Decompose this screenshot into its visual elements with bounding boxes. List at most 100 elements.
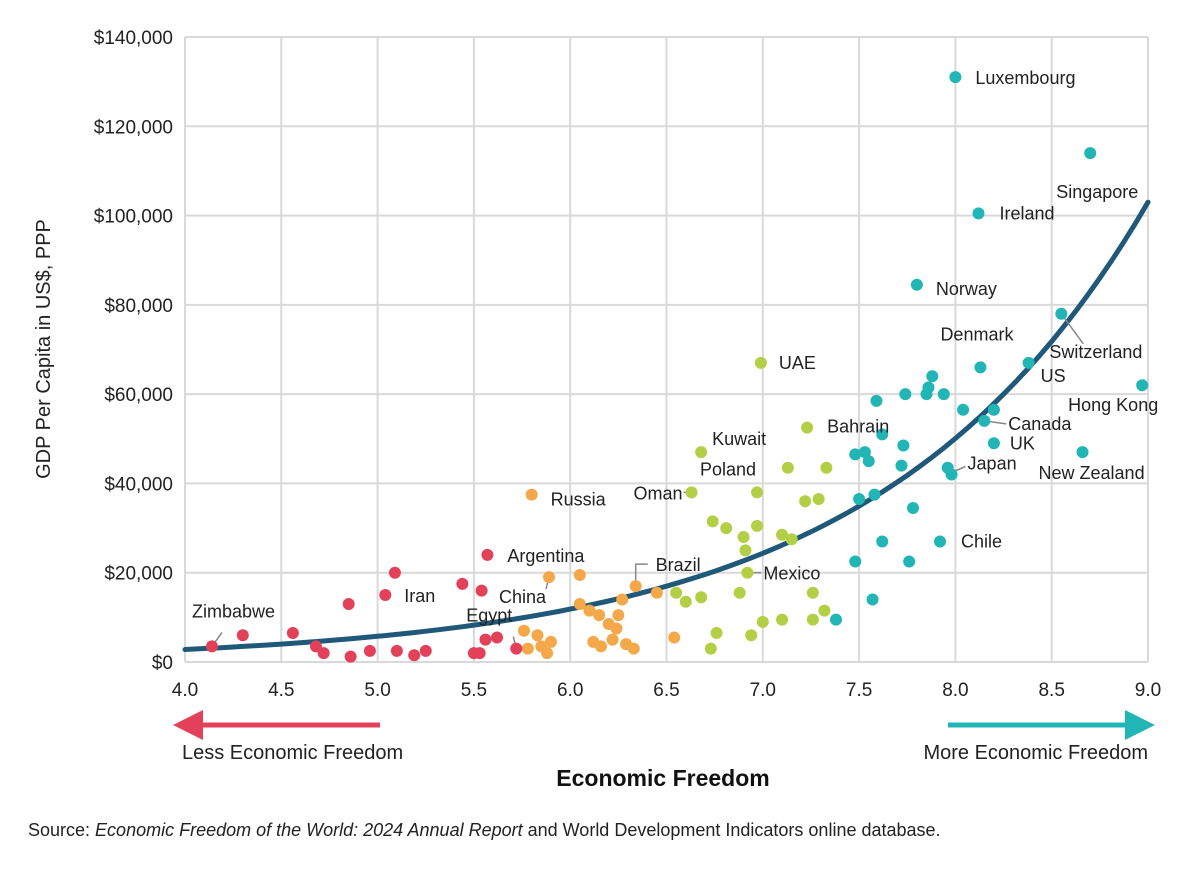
y-tick-label: $40,000 bbox=[104, 474, 173, 495]
country-label: Mexico bbox=[763, 564, 820, 584]
country-label: Norway bbox=[936, 279, 997, 299]
data-point-luxembourg bbox=[949, 71, 962, 84]
data-point bbox=[616, 593, 629, 606]
data-point bbox=[627, 642, 640, 655]
data-point bbox=[531, 629, 544, 642]
source-report-title: Economic Freedom of the World: 2024 Annu… bbox=[95, 820, 523, 840]
country-label: Hong Kong bbox=[1068, 395, 1158, 415]
source-prefix: Source: bbox=[28, 820, 96, 840]
x-tick-label: 4.0 bbox=[172, 680, 198, 701]
grid bbox=[184, 36, 1149, 663]
data-point bbox=[612, 609, 625, 622]
data-point bbox=[593, 609, 606, 622]
data-point-zimbabwe bbox=[205, 640, 218, 653]
data-point-japan bbox=[945, 468, 958, 481]
country-label: Singapore bbox=[1056, 182, 1138, 202]
data-point-oman bbox=[685, 486, 698, 499]
x-tick-label: 5.0 bbox=[364, 680, 390, 701]
data-point bbox=[799, 495, 812, 508]
data-point bbox=[344, 650, 357, 663]
x-tick-label: 4.5 bbox=[268, 680, 294, 701]
country-label: Luxembourg bbox=[975, 68, 1075, 88]
data-point-mexico bbox=[741, 566, 754, 579]
data-point bbox=[479, 633, 492, 646]
data-point bbox=[606, 633, 619, 646]
source-suffix: and World Development Indicators online … bbox=[522, 820, 941, 840]
country-label: Zimbabwe bbox=[192, 601, 275, 621]
data-point-iran bbox=[379, 589, 392, 602]
data-point-canada bbox=[978, 414, 991, 427]
x-tick-label: 8.5 bbox=[1038, 680, 1064, 701]
x-tick-label: 9.0 bbox=[1135, 680, 1161, 701]
x-axis-label: Economic Freedom bbox=[556, 765, 769, 791]
country-label: China bbox=[499, 587, 547, 607]
data-point bbox=[897, 439, 910, 452]
country-label: Japan bbox=[968, 454, 1017, 474]
data-point bbox=[668, 631, 681, 644]
data-point bbox=[801, 421, 814, 434]
country-label: Denmark bbox=[940, 324, 1014, 344]
data-point bbox=[521, 642, 534, 655]
data-point-denmark bbox=[974, 361, 987, 374]
data-point bbox=[806, 586, 819, 599]
data-point-hong-kong bbox=[1136, 379, 1149, 392]
data-point-new-zealand bbox=[1076, 446, 1089, 459]
data-point-poland bbox=[751, 486, 764, 499]
data-point bbox=[870, 394, 883, 407]
data-point bbox=[573, 568, 586, 581]
data-point bbox=[408, 649, 421, 662]
country-label: Kuwait bbox=[712, 429, 766, 449]
data-point bbox=[907, 501, 920, 514]
data-point bbox=[745, 629, 758, 642]
country-label: UK bbox=[1010, 433, 1035, 453]
data-point-uae bbox=[754, 356, 767, 369]
country-label: Ireland bbox=[1000, 203, 1055, 223]
data-point bbox=[818, 604, 831, 617]
y-axis-label: GDP Per Capita in US$, PPP bbox=[33, 219, 55, 479]
y-tick-label: $0 bbox=[152, 653, 173, 674]
y-tick-label: $20,000 bbox=[104, 564, 173, 585]
data-point-argentina bbox=[481, 548, 494, 561]
data-point bbox=[781, 461, 794, 474]
data-point bbox=[899, 388, 912, 401]
y-tick-label: $100,000 bbox=[94, 207, 173, 228]
more-freedom-label: More Economic Freedom bbox=[923, 742, 1148, 764]
country-label: Iran bbox=[404, 586, 435, 606]
data-point bbox=[704, 642, 717, 655]
data-point-russia bbox=[525, 488, 538, 501]
data-point bbox=[922, 381, 935, 394]
data-point-egypt bbox=[510, 642, 523, 655]
data-point bbox=[388, 566, 401, 579]
data-point bbox=[868, 488, 881, 501]
data-point bbox=[903, 555, 916, 568]
data-point bbox=[610, 622, 623, 635]
data-point bbox=[756, 615, 769, 628]
country-label: UAE bbox=[779, 353, 816, 373]
data-point bbox=[785, 533, 798, 546]
data-point bbox=[862, 455, 875, 468]
data-point bbox=[541, 647, 554, 660]
x-tick-label: 6.0 bbox=[557, 680, 583, 701]
data-point bbox=[820, 461, 833, 474]
data-point bbox=[473, 647, 486, 660]
country-label: Bahrain bbox=[827, 416, 889, 436]
label-leaders bbox=[211, 313, 1084, 649]
less-freedom-label: Less Economic Freedom bbox=[182, 742, 403, 764]
country-label: Canada bbox=[1008, 414, 1072, 434]
scatter-chart: 4.0 4.5 5.0 5.5 6.0 6.5 7.0 7.5 8.0 8.5 9.0 $0 $20,0… bbox=[33, 28, 1161, 791]
country-label: Brazil bbox=[656, 555, 701, 575]
data-point bbox=[583, 604, 596, 617]
data-point bbox=[776, 528, 789, 541]
data-point bbox=[866, 593, 879, 606]
data-point-us bbox=[1022, 356, 1035, 369]
data-point bbox=[342, 597, 355, 610]
country-label: Russia bbox=[551, 490, 607, 510]
y-tick-label: $80,000 bbox=[104, 296, 173, 317]
data-point-norway bbox=[910, 278, 923, 291]
data-point bbox=[286, 626, 299, 639]
x-tick-label: 8.0 bbox=[942, 680, 968, 701]
x-tick-label: 6.5 bbox=[653, 680, 679, 701]
data-point bbox=[363, 644, 376, 657]
data-point-singapore bbox=[1084, 147, 1097, 160]
data-points bbox=[205, 71, 1149, 663]
